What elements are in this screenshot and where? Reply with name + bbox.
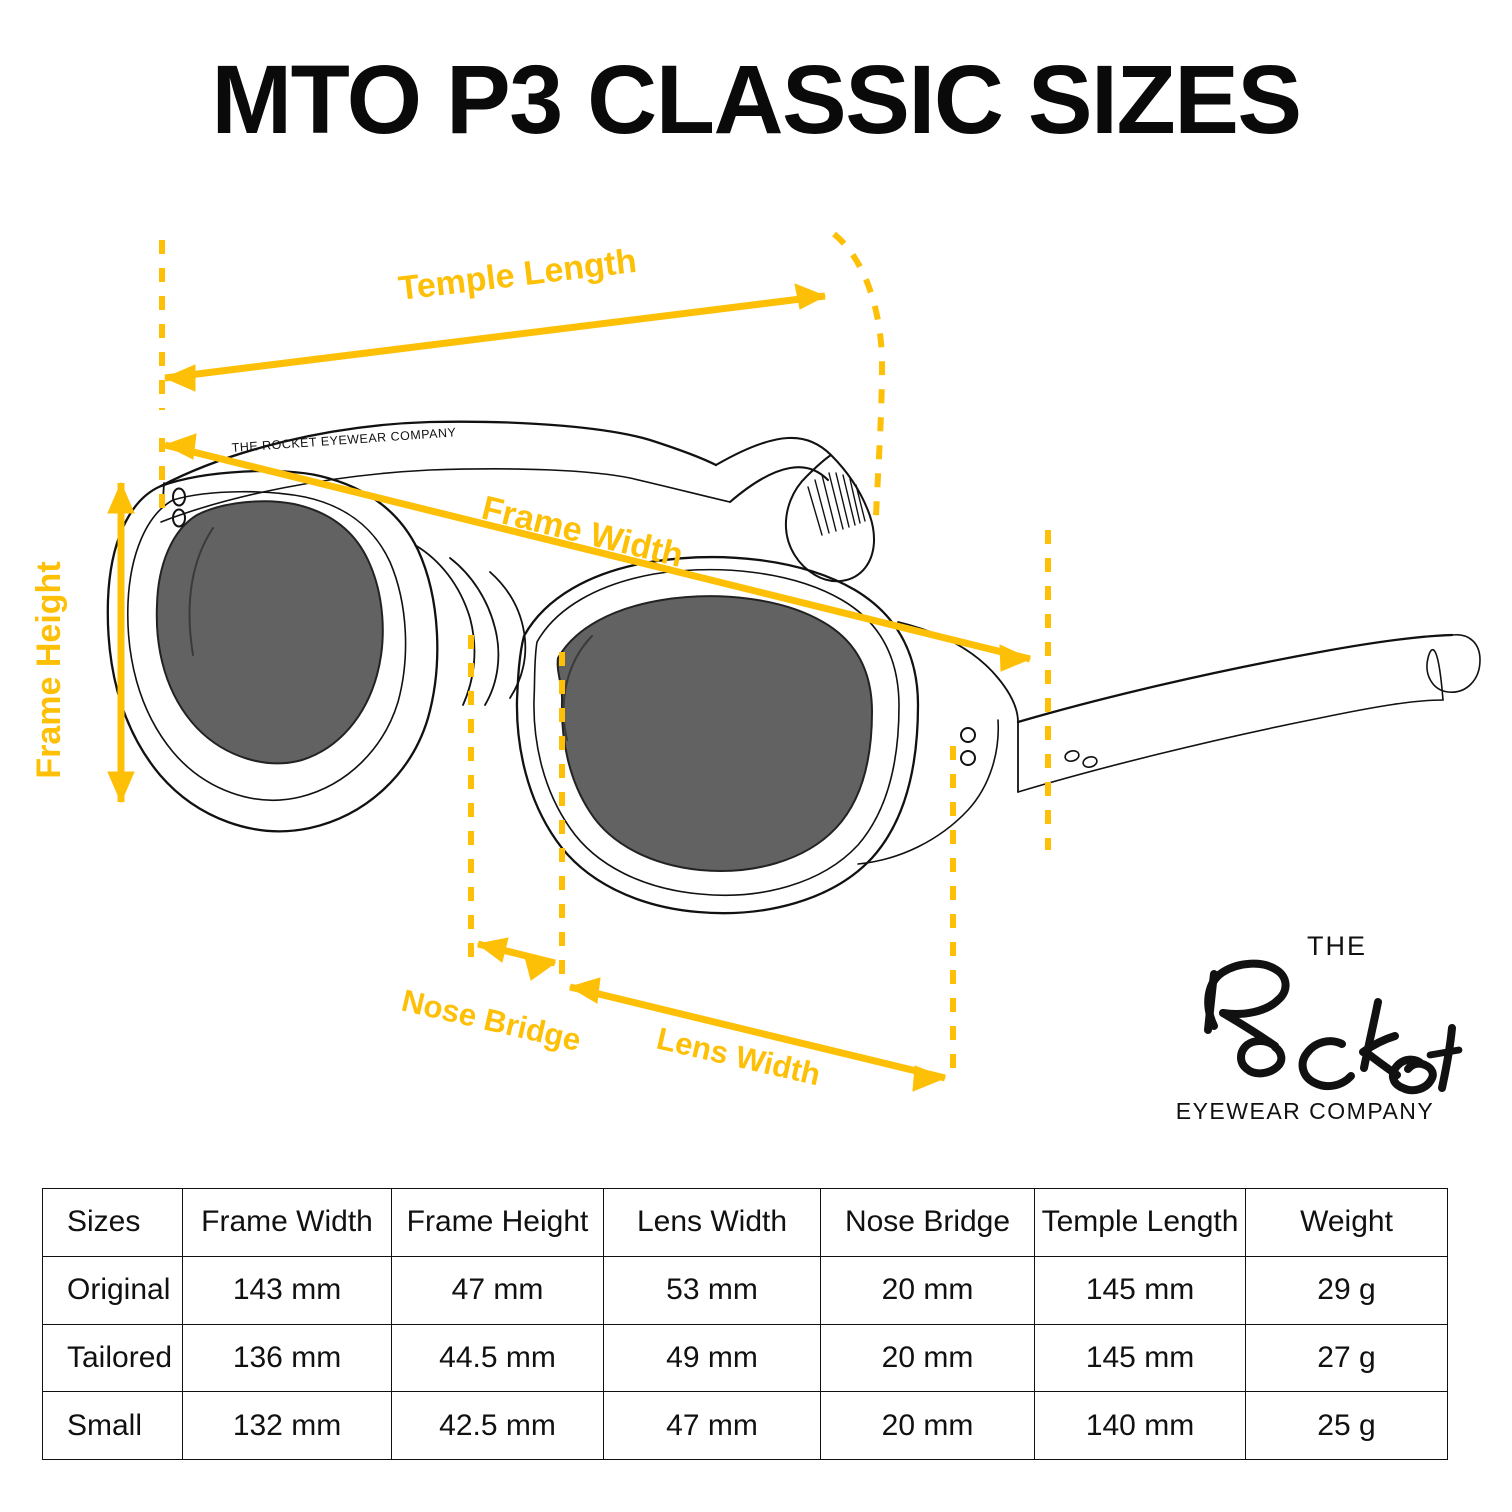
svg-text:Temple Length: Temple Length	[396, 242, 638, 308]
svg-text:THE: THE	[1307, 931, 1367, 961]
svg-text:Frame Height: Frame Height	[30, 561, 68, 778]
svg-text:Nose Bridge: Nose Bridge	[398, 983, 584, 1058]
svg-text:Frame Width: Frame Width	[478, 489, 687, 575]
svg-text:EYEWEAR COMPANY: EYEWEAR COMPANY	[1176, 1098, 1435, 1124]
